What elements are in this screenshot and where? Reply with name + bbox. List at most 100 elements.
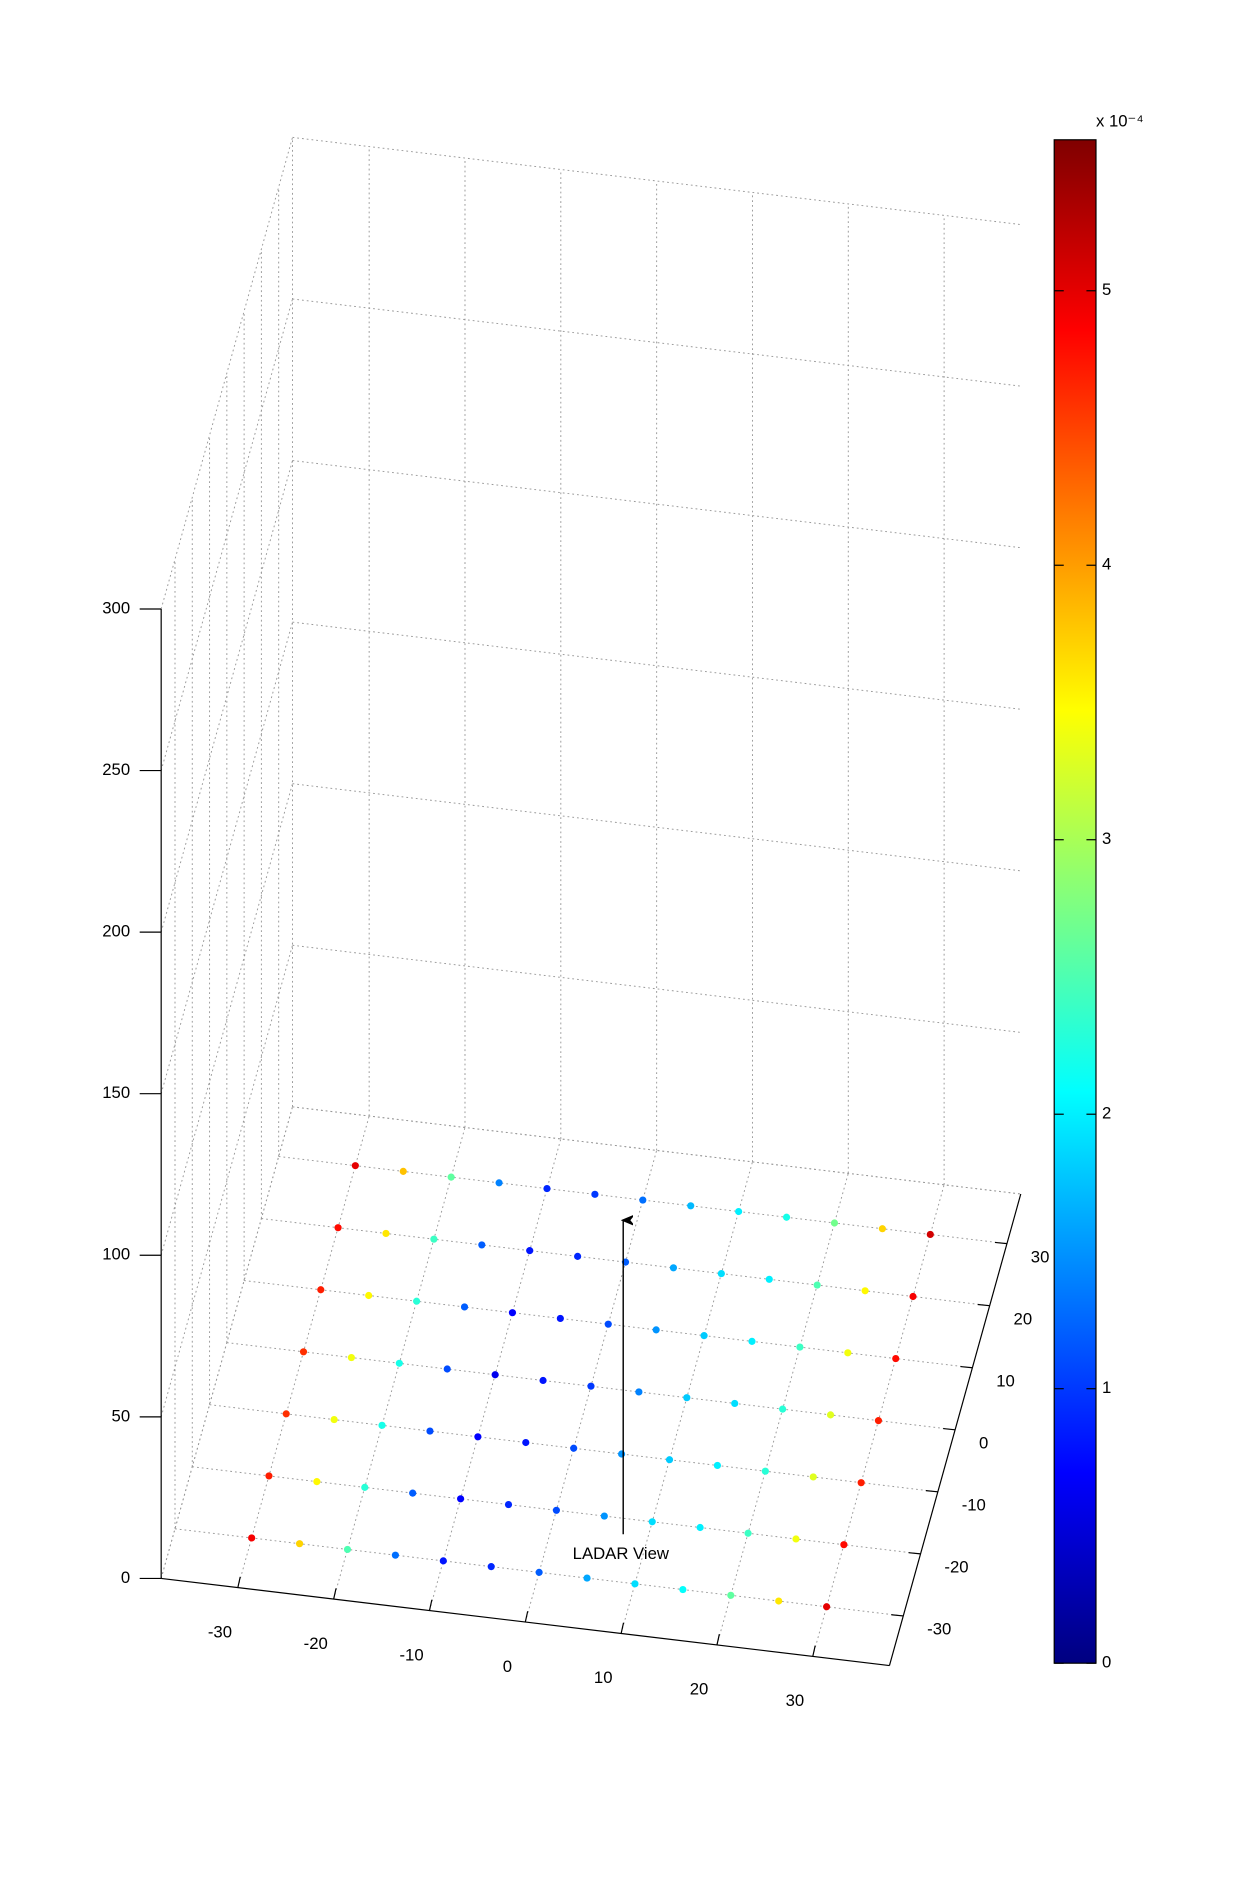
point bbox=[604, 1320, 612, 1328]
point bbox=[826, 1411, 835, 1419]
point bbox=[282, 1410, 290, 1418]
point bbox=[600, 1512, 608, 1520]
colorbar-label: x 10⁻⁴ bbox=[1096, 111, 1144, 130]
x-tick-label: 10 bbox=[594, 1668, 613, 1687]
point bbox=[265, 1472, 273, 1480]
y-tick-label: 30 bbox=[1031, 1247, 1050, 1266]
point bbox=[591, 1190, 599, 1198]
point bbox=[735, 1207, 743, 1216]
y-tick-label: -10 bbox=[962, 1496, 986, 1515]
y-tick-label: 10 bbox=[996, 1371, 1015, 1390]
point bbox=[744, 1529, 752, 1537]
point bbox=[399, 1167, 407, 1175]
point bbox=[248, 1534, 256, 1542]
grid-line bbox=[160, 621, 293, 1094]
x-tick-label: -30 bbox=[208, 1622, 232, 1641]
point bbox=[696, 1523, 704, 1532]
point bbox=[508, 1309, 517, 1317]
colorbar-tick-label: 2 bbox=[1102, 1104, 1111, 1123]
point bbox=[361, 1483, 369, 1491]
point bbox=[874, 1417, 883, 1425]
grid-line bbox=[160, 1106, 293, 1579]
grid-line bbox=[160, 783, 293, 1256]
point bbox=[796, 1343, 804, 1351]
annotation: LADAR View bbox=[573, 1544, 670, 1563]
grid-line bbox=[160, 945, 293, 1417]
point bbox=[587, 1382, 595, 1390]
point bbox=[926, 1230, 934, 1239]
point bbox=[552, 1506, 560, 1514]
point bbox=[574, 1252, 582, 1260]
point bbox=[779, 1405, 787, 1413]
point bbox=[878, 1225, 886, 1233]
y-tick-label: 0 bbox=[979, 1434, 988, 1453]
point bbox=[809, 1473, 817, 1481]
point bbox=[299, 1348, 308, 1356]
point bbox=[679, 1585, 687, 1594]
z-tick-label: 300 bbox=[102, 598, 130, 617]
colorbar-tick-label: 1 bbox=[1102, 1378, 1111, 1397]
y-tick bbox=[908, 1552, 921, 1555]
point bbox=[748, 1337, 756, 1345]
point bbox=[556, 1314, 564, 1323]
point bbox=[457, 1495, 465, 1503]
point bbox=[391, 1551, 399, 1559]
point bbox=[409, 1489, 417, 1497]
point bbox=[491, 1371, 499, 1379]
point bbox=[495, 1179, 503, 1187]
colorbar-tick-label: 4 bbox=[1102, 555, 1111, 574]
point bbox=[631, 1580, 639, 1588]
point bbox=[543, 1185, 551, 1193]
y-tick bbox=[994, 1241, 1008, 1245]
point bbox=[583, 1574, 591, 1582]
point bbox=[635, 1388, 643, 1396]
point bbox=[731, 1399, 739, 1407]
y-tick bbox=[960, 1365, 973, 1369]
y-tick bbox=[891, 1614, 904, 1617]
point bbox=[526, 1247, 534, 1255]
point bbox=[522, 1438, 530, 1447]
y-tick bbox=[925, 1490, 938, 1493]
point bbox=[639, 1196, 647, 1204]
colorbar-tick-label: 5 bbox=[1102, 280, 1111, 299]
x-tick bbox=[716, 1634, 720, 1646]
point bbox=[460, 1303, 469, 1311]
point bbox=[652, 1326, 660, 1334]
point bbox=[665, 1456, 674, 1464]
point bbox=[700, 1332, 708, 1340]
point bbox=[669, 1264, 678, 1272]
point bbox=[343, 1545, 352, 1554]
point bbox=[813, 1281, 821, 1289]
point bbox=[351, 1162, 359, 1170]
point bbox=[313, 1478, 321, 1486]
grid-line bbox=[160, 460, 293, 933]
x-tick bbox=[620, 1622, 625, 1634]
z-tick-label: 250 bbox=[102, 760, 130, 779]
point bbox=[365, 1291, 373, 1300]
point bbox=[727, 1591, 735, 1599]
point bbox=[761, 1467, 769, 1475]
point bbox=[775, 1597, 783, 1605]
point bbox=[395, 1359, 403, 1367]
y-tick bbox=[977, 1303, 990, 1307]
x-tick bbox=[428, 1599, 433, 1611]
point bbox=[382, 1229, 390, 1238]
grid-line bbox=[160, 298, 293, 771]
x-tick-label: 0 bbox=[503, 1657, 512, 1676]
point bbox=[347, 1353, 355, 1362]
x-tick bbox=[237, 1576, 241, 1588]
point bbox=[478, 1241, 486, 1249]
colorbar-tick-label: 3 bbox=[1102, 829, 1111, 848]
point bbox=[909, 1292, 917, 1301]
point bbox=[713, 1461, 722, 1470]
x-tick-label: 30 bbox=[786, 1691, 805, 1710]
grid-line bbox=[292, 136, 1021, 226]
x-tick-label: -10 bbox=[399, 1645, 423, 1664]
point bbox=[570, 1444, 578, 1452]
grid-line bbox=[160, 137, 293, 610]
z-tick-label: 50 bbox=[112, 1406, 131, 1425]
y-tick-label: -30 bbox=[927, 1620, 951, 1639]
y-tick bbox=[943, 1427, 956, 1431]
